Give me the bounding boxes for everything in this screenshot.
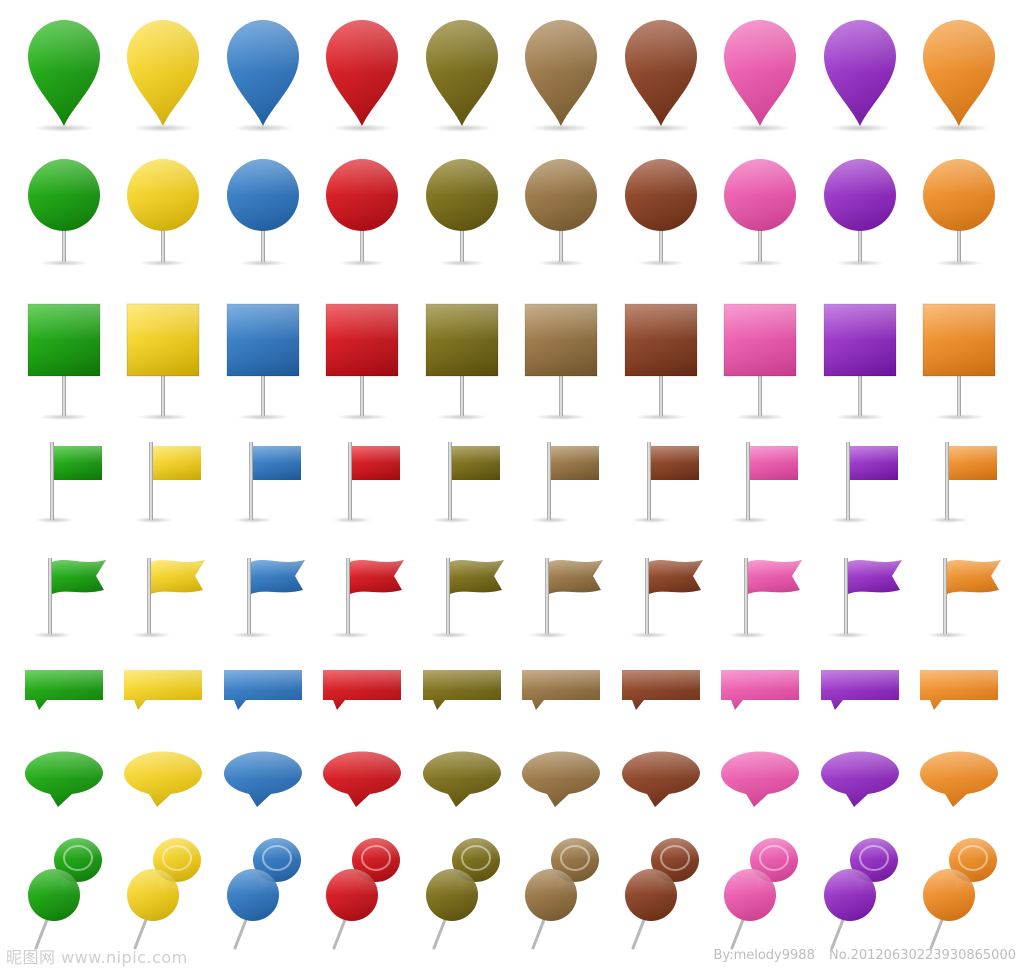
wavy-flag-row bbox=[32, 558, 1001, 638]
flag-red-icon bbox=[332, 442, 400, 523]
push-pin-green-icon bbox=[28, 838, 102, 950]
square-pin-green-icon bbox=[27, 303, 101, 420]
rectangle-callout-green-icon bbox=[25, 670, 103, 710]
square-pin-olive-icon bbox=[425, 303, 499, 420]
round-pin-tan-icon bbox=[525, 159, 597, 266]
square-pin-yellow-icon bbox=[126, 303, 200, 420]
map-marker-blue-icon bbox=[227, 20, 299, 132]
push-pin-olive-icon bbox=[426, 838, 500, 950]
oval-speech-bubble-brown-icon bbox=[622, 751, 700, 807]
oval-speech-bubble-blue-icon bbox=[224, 751, 302, 807]
rectangle-callout-blue-icon bbox=[224, 670, 302, 710]
flag-green-icon bbox=[34, 442, 102, 523]
round-pin-green-icon bbox=[28, 159, 100, 266]
oval-speech-bubble-orange-icon bbox=[920, 751, 998, 807]
round-pin-purple-icon bbox=[824, 159, 896, 266]
flag-purple-icon bbox=[830, 442, 898, 523]
push-pin-brown-icon bbox=[625, 838, 699, 950]
flag-row bbox=[34, 442, 997, 523]
map-marker-red-icon bbox=[326, 20, 398, 132]
watermark-credit: By:melody9988 No.20120630223930865000 bbox=[714, 948, 1016, 963]
square-pin-purple-icon bbox=[823, 303, 897, 420]
push-pin-blue-icon bbox=[227, 838, 301, 950]
wavy-flag-brown-icon bbox=[629, 558, 703, 638]
wavy-flag-orange-icon bbox=[927, 558, 1001, 638]
watermark-site: 昵图网 www.nipic.com bbox=[6, 948, 188, 967]
rectangle-callout-brown-icon bbox=[622, 670, 700, 710]
square-pin-tan-icon bbox=[524, 303, 598, 420]
map-marker-olive-icon bbox=[426, 20, 498, 132]
watermark-author: By:melody9988 bbox=[713, 948, 815, 963]
wavy-flag-olive-icon bbox=[430, 558, 504, 638]
oval-speech-bubble-purple-icon bbox=[821, 751, 899, 807]
watermark-number: No.20120630223930865000 bbox=[828, 948, 1016, 963]
square-pin-row bbox=[27, 303, 996, 420]
round-pin-yellow-icon bbox=[127, 159, 199, 266]
oval-speech-bubble-yellow-icon bbox=[124, 751, 202, 807]
round-pin-red-icon bbox=[326, 159, 398, 266]
oval-speech-bubble-pink-icon bbox=[721, 751, 799, 807]
wavy-flag-purple-icon bbox=[828, 558, 902, 638]
map-marker-row bbox=[28, 20, 995, 132]
wavy-flag-pink-icon bbox=[728, 558, 802, 638]
square-pin-brown-icon bbox=[624, 303, 698, 420]
round-pin-pink-icon bbox=[724, 159, 796, 266]
map-marker-yellow-icon bbox=[127, 20, 199, 132]
wavy-flag-tan-icon bbox=[529, 558, 603, 638]
push-pin-row bbox=[28, 838, 997, 950]
rectangle-callout-purple-icon bbox=[821, 670, 899, 710]
rectangle-callout-tan-icon bbox=[522, 670, 600, 710]
flag-pink-icon bbox=[730, 442, 798, 523]
flag-blue-icon bbox=[233, 442, 301, 523]
rectangle-callout-row bbox=[25, 670, 998, 710]
round-pin-olive-icon bbox=[426, 159, 498, 266]
rectangle-callout-pink-icon bbox=[721, 670, 799, 710]
oval-speech-bubble-olive-icon bbox=[423, 751, 501, 807]
square-pin-red-icon bbox=[325, 303, 399, 420]
map-marker-purple-icon bbox=[824, 20, 896, 132]
round-pin-blue-icon bbox=[227, 159, 299, 266]
map-marker-green-icon bbox=[28, 20, 100, 132]
square-pin-orange-icon bbox=[922, 303, 996, 420]
flag-yellow-icon bbox=[133, 442, 201, 523]
oval-speech-bubble-row bbox=[25, 751, 998, 807]
push-pin-tan-icon bbox=[525, 838, 599, 950]
map-marker-pink-icon bbox=[724, 20, 796, 132]
map-marker-brown-icon bbox=[625, 20, 697, 132]
oval-speech-bubble-red-icon bbox=[323, 751, 401, 807]
flag-orange-icon bbox=[929, 442, 997, 523]
rectangle-callout-yellow-icon bbox=[124, 670, 202, 710]
square-pin-blue-icon bbox=[226, 303, 300, 420]
round-pin-row bbox=[28, 159, 995, 266]
round-pin-orange-icon bbox=[923, 159, 995, 266]
rectangle-callout-olive-icon bbox=[423, 670, 501, 710]
rectangle-callout-red-icon bbox=[323, 670, 401, 710]
wavy-flag-green-icon bbox=[32, 558, 106, 638]
flag-tan-icon bbox=[531, 442, 599, 523]
push-pin-pink-icon bbox=[724, 838, 798, 950]
square-pin-pink-icon bbox=[723, 303, 797, 420]
round-pin-brown-icon bbox=[625, 159, 697, 266]
wavy-flag-red-icon bbox=[330, 558, 404, 638]
wavy-flag-yellow-icon bbox=[131, 558, 205, 638]
oval-speech-bubble-green-icon bbox=[25, 751, 104, 807]
map-marker-tan-icon bbox=[525, 20, 597, 132]
wavy-flag-blue-icon bbox=[231, 558, 305, 638]
flag-brown-icon bbox=[631, 442, 699, 523]
push-pin-red-icon bbox=[326, 838, 400, 950]
push-pin-purple-icon bbox=[824, 838, 898, 950]
map-marker-orange-icon bbox=[923, 20, 995, 132]
flag-olive-icon bbox=[432, 442, 500, 523]
rectangle-callout-orange-icon bbox=[920, 670, 998, 710]
push-pin-orange-icon bbox=[923, 838, 997, 950]
oval-speech-bubble-tan-icon bbox=[522, 751, 600, 807]
push-pin-yellow-icon bbox=[127, 838, 201, 950]
